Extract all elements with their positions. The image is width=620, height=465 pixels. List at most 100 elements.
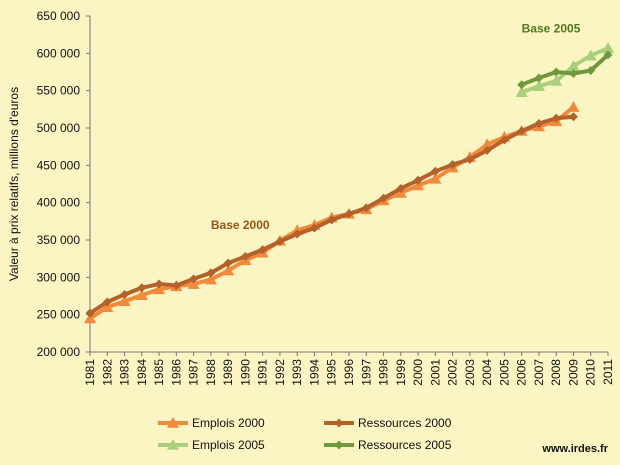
x-tick-label: 2006 — [515, 359, 529, 386]
y-tick-label: 550 000 — [37, 84, 81, 98]
data-point — [379, 193, 389, 203]
data-point — [101, 301, 114, 312]
data-point — [223, 258, 233, 268]
x-tick-label: 2003 — [463, 359, 477, 386]
x-tick-label: 1998 — [377, 359, 391, 386]
data-point — [292, 229, 302, 239]
series-line — [519, 46, 610, 95]
data-point — [482, 145, 492, 155]
x-tick-label: 2007 — [532, 359, 546, 386]
data-point — [586, 66, 596, 76]
y-tick-label: 500 000 — [37, 121, 81, 135]
data-point — [258, 245, 268, 255]
data-point — [361, 203, 371, 213]
x-tick-label: 2008 — [549, 359, 563, 386]
data-point — [102, 297, 112, 307]
legend-item: Emplois 2005 — [158, 438, 265, 452]
y-tick-label: 600 000 — [37, 46, 81, 60]
x-tick-label: 1989 — [221, 359, 235, 386]
legend-marker — [334, 418, 344, 428]
data-point — [413, 175, 423, 185]
data-point — [602, 42, 614, 53]
data-point — [515, 86, 528, 97]
x-tick-label: 2011 — [601, 359, 615, 385]
y-tick-label: 400 000 — [37, 196, 81, 210]
data-point — [189, 274, 199, 284]
x-tick-label: 2009 — [566, 359, 580, 386]
x-tick-label: 2004 — [480, 359, 494, 386]
data-point — [532, 80, 545, 91]
data-point — [430, 166, 440, 176]
x-tick-label: 1990 — [238, 359, 252, 386]
legend-label: Ressources 2000 — [358, 416, 452, 430]
legend-item: Emplois 2000 — [158, 416, 265, 430]
x-tick-label: 1987 — [187, 359, 201, 386]
series-emplois-2000 — [84, 101, 580, 324]
data-point — [550, 74, 563, 86]
y-tick-label: 450 000 — [37, 158, 81, 172]
x-tick-label: 2005 — [497, 359, 511, 386]
data-point — [137, 283, 147, 293]
data-point — [448, 160, 458, 170]
x-tick-label: 1988 — [204, 359, 218, 386]
legend-marker — [167, 439, 179, 450]
legend-item: Ressources 2000 — [324, 416, 452, 430]
legend-item: Ressources 2005 — [324, 438, 452, 452]
legend-marker — [334, 440, 344, 450]
data-point — [204, 273, 217, 285]
legend-label: Emplois 2005 — [192, 438, 265, 452]
x-tick-label: 1982 — [100, 359, 114, 386]
data-point — [568, 68, 578, 78]
x-tick-label: 1981 — [83, 359, 97, 386]
x-tick-label: 1992 — [273, 359, 287, 386]
legend-marker — [167, 417, 179, 428]
x-tick-label: 2001 — [428, 359, 442, 386]
y-tick-label: 300 000 — [37, 270, 81, 284]
data-point — [499, 135, 509, 145]
legend-label: Ressources 2005 — [358, 438, 452, 452]
data-point — [344, 209, 354, 219]
y-tick-label: 350 000 — [37, 233, 81, 247]
annotation: Base 2000 — [211, 218, 270, 232]
y-tick-label: 250 000 — [37, 308, 81, 322]
series-emplois-2005 — [515, 42, 614, 97]
data-point — [568, 112, 578, 122]
data-point — [429, 172, 442, 184]
data-point — [465, 154, 475, 164]
data-point — [309, 223, 319, 233]
data-point — [584, 49, 597, 61]
legend-label: Emplois 2000 — [192, 416, 265, 430]
data-point — [534, 73, 544, 83]
data-point — [222, 264, 235, 276]
data-point — [551, 113, 561, 123]
y-axis-label: Valeur à prix relatifs, millions d'euros — [7, 87, 21, 281]
data-point — [153, 283, 166, 295]
data-point — [135, 289, 148, 301]
data-point — [240, 251, 250, 261]
x-tick-label: 1986 — [169, 359, 183, 386]
data-point — [171, 281, 181, 291]
data-point — [327, 215, 337, 225]
x-tick-label: 1995 — [325, 359, 339, 386]
x-tick-label: 1993 — [290, 359, 304, 386]
data-point — [275, 236, 285, 246]
data-point — [567, 60, 580, 71]
data-point — [120, 290, 130, 300]
x-tick-label: 1999 — [394, 359, 408, 386]
data-point — [84, 312, 96, 324]
x-tick-label: 1994 — [307, 359, 321, 386]
data-point — [206, 268, 216, 278]
x-tick-label: 1996 — [342, 359, 356, 386]
data-point — [551, 67, 561, 77]
data-point — [567, 101, 580, 112]
x-tick-label: 2010 — [584, 359, 598, 386]
x-tick-label: 1984 — [135, 359, 149, 386]
x-tick-label: 1997 — [359, 359, 373, 386]
data-point — [534, 119, 544, 129]
data-point — [118, 295, 131, 307]
data-point — [412, 179, 425, 191]
series-ressources-2005 — [517, 50, 613, 90]
y-tick-label: 200 000 — [37, 345, 81, 359]
